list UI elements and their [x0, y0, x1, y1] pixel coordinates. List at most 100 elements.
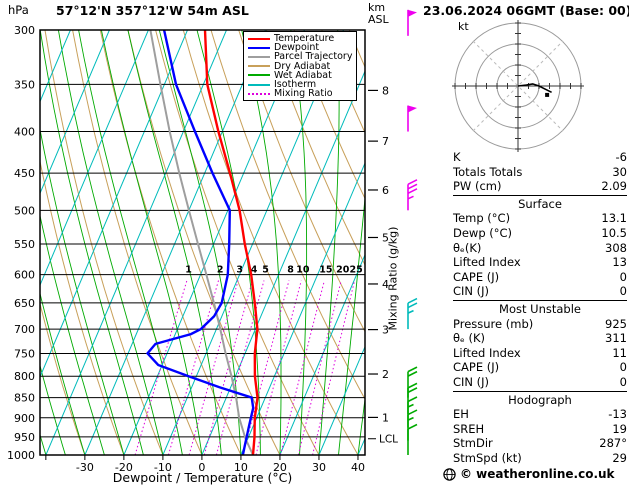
svg-text:1000: 1000 [7, 449, 35, 462]
stat-value: 0 [619, 284, 627, 299]
svg-text:7: 7 [382, 135, 389, 148]
stat-label: Lifted Index [453, 345, 521, 360]
stat-value: 0 [619, 269, 627, 284]
temperature-axis-label: Dewpoint / Temperature (°C) [112, 470, 293, 485]
stat-value: 13 [612, 255, 627, 270]
stat-label: PW (cm) [453, 179, 502, 194]
svg-text:10: 10 [296, 265, 310, 276]
svg-text:-10: -10 [154, 461, 172, 474]
svg-text:25: 25 [349, 265, 362, 276]
legend-label: Mixing Ratio [274, 88, 333, 100]
legend-item: Dewpoint [248, 43, 352, 53]
stat-label: K [453, 150, 461, 164]
stat-label: EH [453, 407, 469, 422]
legend-swatch [248, 46, 270, 49]
svg-text:8: 8 [287, 265, 294, 276]
svg-text:-20: -20 [115, 461, 133, 474]
svg-text:30: 30 [312, 461, 326, 474]
svg-text:15: 15 [319, 265, 332, 276]
stat-row: Pressure (mb) 925 [453, 317, 627, 332]
stat-label: CAPE (J) [453, 269, 500, 284]
stat-label: CIN (J) [453, 284, 490, 299]
svg-text:400: 400 [14, 126, 35, 139]
stat-row: PW (cm) 2.09 [453, 179, 627, 194]
legend-label: Parcel Trajectory [274, 51, 353, 63]
stat-label: Pressure (mb) [453, 316, 534, 331]
stat-value: -6 [615, 150, 627, 164]
stat-value: 0 [619, 360, 627, 375]
sounding-curves [145, 30, 259, 455]
section-title: Hodograph [508, 392, 572, 407]
section-title: Most Unstable [499, 301, 581, 316]
legend-item: Mixing Ratio [248, 89, 352, 98]
stat-label: θₑ(K) [453, 240, 482, 255]
section-divider [453, 390, 627, 392]
svg-text:20: 20 [336, 265, 350, 276]
legend-item: Parcel Trajectory [248, 51, 353, 63]
svg-text:3: 3 [236, 265, 243, 276]
svg-text:10: 10 [234, 461, 248, 474]
stat-value: 30 [612, 164, 627, 179]
svg-text:2: 2 [217, 265, 224, 276]
svg-text:900: 900 [14, 412, 35, 425]
datetime-title: 23.06.2024 06GMT (Base: 00) [423, 3, 629, 18]
svg-text:600: 600 [14, 269, 35, 282]
stat-label: Lifted Index [453, 255, 521, 270]
stat-row: CIN (J) 0 [453, 375, 627, 390]
stat-value: 308 [605, 240, 627, 255]
pressure-axis-unit: hPa [8, 3, 29, 17]
stat-row: StmDir 287° [453, 436, 627, 451]
stat-label: StmDir [453, 436, 493, 451]
svg-text:LCL: LCL [379, 434, 398, 446]
stat-row: Temp (°C) 13.1 [453, 211, 627, 226]
svg-text:kt: kt [458, 20, 469, 33]
legend-label: Temperature [274, 33, 335, 44]
stat-row: Lifted Index 13 [453, 255, 627, 270]
svg-text:8: 8 [382, 84, 389, 97]
stat-value: 29 [612, 450, 627, 465]
legend-swatch [248, 37, 270, 40]
section-divider [453, 194, 627, 196]
svg-text:6: 6 [382, 184, 389, 197]
stat-row: θₑ (K) 311 [453, 331, 627, 346]
legend-swatch [248, 65, 270, 68]
svg-text:450: 450 [14, 167, 35, 180]
legend-label: Wet Adiabat [274, 69, 332, 81]
stat-label: Totals Totals [453, 164, 523, 179]
svg-text:5: 5 [262, 265, 269, 276]
credit-text: © weatheronline.co.uk [460, 467, 615, 481]
legend-item: Dry Adiabat [248, 61, 352, 71]
km-axis-label-line1: km [368, 1, 386, 14]
km-axis-label-line2: ASL [368, 13, 389, 26]
stat-label: CAPE (J) [453, 360, 500, 375]
stat-row: CAPE (J) 0 [453, 270, 627, 285]
hodograph: kt [452, 20, 584, 152]
stat-row: Lifted Index 11 [453, 346, 627, 361]
svg-text:700: 700 [14, 323, 35, 336]
stat-value: 11 [612, 345, 627, 360]
mixing-ratio-axis-label: Mixing Ratio (g/kg) [386, 226, 400, 331]
stat-row: Totals Totals 30 [453, 165, 627, 180]
section-title: Surface [518, 196, 562, 211]
svg-text:300: 300 [14, 24, 35, 37]
section-divider [453, 299, 627, 301]
stat-value: 287° [599, 436, 627, 451]
stat-row: EH -13 [453, 407, 627, 422]
stat-row: SREH 19 [453, 422, 627, 437]
legend-swatch [248, 92, 270, 95]
globe-icon [443, 467, 456, 481]
legend-label: Isotherm [274, 78, 317, 90]
svg-text:2: 2 [382, 368, 389, 381]
svg-text:4: 4 [251, 265, 258, 276]
stat-value: 2.09 [601, 179, 627, 194]
svg-text:800: 800 [14, 370, 35, 383]
svg-text:350: 350 [14, 78, 35, 91]
svg-text:5: 5 [382, 231, 389, 244]
svg-text:3: 3 [382, 324, 389, 337]
stat-row: CIN (J) 0 [453, 284, 627, 299]
legend-item: Temperature [248, 34, 352, 43]
skewt-chart: 1 2 3 4 5 8 10 15 20 2530035040045050055060065070… [7, 9, 418, 474]
stat-row: StmSpd (kt) 29 [453, 451, 627, 466]
legend-item: Isotherm [248, 80, 352, 89]
